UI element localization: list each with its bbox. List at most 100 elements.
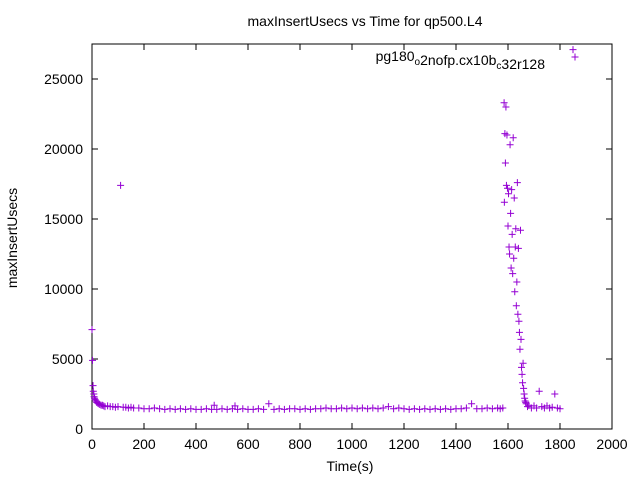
data-point xyxy=(518,370,526,378)
data-point xyxy=(569,46,577,54)
data-point xyxy=(426,405,434,413)
data-point xyxy=(431,405,439,413)
data-point xyxy=(514,310,522,318)
data-point xyxy=(506,250,514,258)
data-point xyxy=(384,403,392,411)
data-point xyxy=(462,404,470,412)
legend-marker-symbol xyxy=(571,53,579,61)
data-point xyxy=(270,405,278,413)
x-tick: 2000 xyxy=(596,44,628,452)
data-point xyxy=(89,356,97,364)
data-point xyxy=(516,345,524,353)
data-point xyxy=(364,405,372,413)
data-point xyxy=(510,254,518,262)
data-point xyxy=(500,99,508,107)
data-point xyxy=(518,363,526,371)
data-point xyxy=(513,278,521,286)
data-point xyxy=(332,405,340,413)
data-point xyxy=(249,405,257,413)
data-point xyxy=(114,403,122,411)
x-tick-label: 2000 xyxy=(596,436,627,452)
x-tick-label: 1200 xyxy=(388,436,419,452)
data-point xyxy=(395,404,403,412)
data-points xyxy=(88,46,577,413)
data-point xyxy=(400,405,408,413)
data-point xyxy=(511,243,519,251)
data-point xyxy=(499,404,507,412)
data-point xyxy=(509,134,517,142)
data-point xyxy=(505,190,513,198)
data-point xyxy=(156,405,164,413)
y-tick-label: 0 xyxy=(75,421,83,437)
data-point xyxy=(519,359,527,367)
data-point xyxy=(410,405,418,413)
data-point xyxy=(436,405,444,413)
x-tick-label: 800 xyxy=(288,436,312,452)
x-tick-label: 1400 xyxy=(440,436,471,452)
data-point xyxy=(551,390,559,398)
data-point xyxy=(509,270,517,278)
data-point xyxy=(512,225,520,233)
data-point xyxy=(416,405,424,413)
data-point xyxy=(390,405,398,413)
data-point xyxy=(483,404,491,412)
data-point xyxy=(556,405,564,413)
data-point xyxy=(505,243,513,251)
data-point xyxy=(512,302,520,310)
data-point xyxy=(515,328,523,336)
y-tick-label: 10000 xyxy=(44,281,83,297)
data-point xyxy=(234,405,242,413)
data-point xyxy=(488,405,496,413)
data-point xyxy=(218,405,226,413)
data-point xyxy=(187,405,195,413)
data-point xyxy=(166,405,174,413)
data-point xyxy=(213,405,221,413)
data-point xyxy=(447,405,455,413)
data-point xyxy=(516,226,524,234)
data-point xyxy=(176,405,184,413)
x-tick-label: 1600 xyxy=(492,436,523,452)
data-point xyxy=(260,405,268,413)
x-tick: 1600 xyxy=(492,44,524,452)
data-point xyxy=(343,405,351,413)
data-point xyxy=(358,404,366,412)
data-point xyxy=(296,405,304,413)
x-tick-label: 1000 xyxy=(336,436,367,452)
x-tick: 600 xyxy=(236,44,260,452)
x-tick: 1200 xyxy=(388,44,420,452)
data-point xyxy=(503,131,511,139)
data-point xyxy=(369,404,377,412)
data-point xyxy=(291,405,299,413)
data-point xyxy=(254,405,262,413)
x-tick-label: 0 xyxy=(88,436,96,452)
data-point xyxy=(338,404,346,412)
data-point xyxy=(88,326,96,334)
x-tick: 400 xyxy=(184,44,208,452)
data-point xyxy=(514,244,522,252)
data-point xyxy=(524,403,531,411)
y-tick: 5000 xyxy=(52,351,612,367)
data-point xyxy=(478,405,486,413)
data-point xyxy=(510,194,518,202)
data-point xyxy=(379,404,387,412)
y-tick-label: 25000 xyxy=(44,71,83,87)
y-tick: 25000 xyxy=(44,71,612,87)
x-tick-label: 1800 xyxy=(544,436,575,452)
data-point xyxy=(508,230,516,238)
y-tick: 0 xyxy=(75,421,612,437)
x-tick: 1800 xyxy=(544,44,576,452)
y-tick: 10000 xyxy=(44,281,612,297)
y-tick-label: 5000 xyxy=(52,351,83,367)
y-axis-label: maxInsertUsecs xyxy=(4,188,20,288)
x-tick-label: 200 xyxy=(132,436,156,452)
plot-frame xyxy=(91,43,613,430)
data-point xyxy=(503,184,511,192)
data-point xyxy=(508,186,516,194)
data-point xyxy=(506,141,514,149)
data-point xyxy=(239,405,247,413)
data-point xyxy=(517,335,525,343)
data-point xyxy=(265,400,273,408)
x-tick-label: 400 xyxy=(184,436,208,452)
data-point xyxy=(374,405,382,413)
